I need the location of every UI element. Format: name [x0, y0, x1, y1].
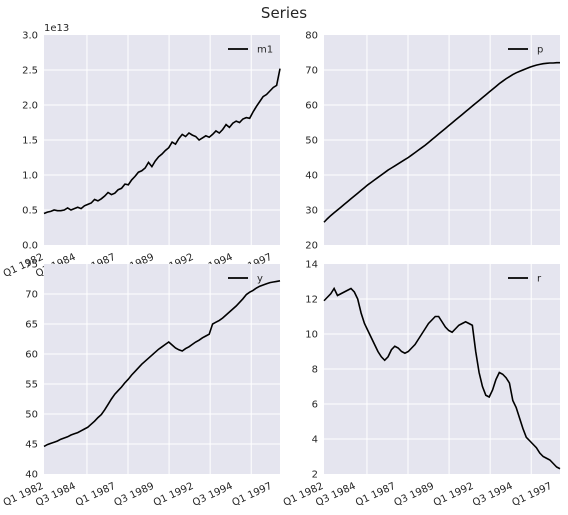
y-tick-label: 6 [312, 400, 318, 411]
y-tick-label: 2.0 [22, 101, 38, 112]
legend-label: m1 [257, 45, 273, 56]
y-tick-label: 60 [305, 101, 318, 112]
x-tick-label: Q3 1989 [112, 481, 156, 509]
x-tick-label: Q1 1997 [510, 481, 554, 509]
x-tick-label: Q3 1994 [191, 481, 235, 509]
y-tick-label: 80 [305, 31, 318, 42]
y-tick-label: 12 [305, 295, 318, 306]
y-tick-label: 40 [25, 470, 38, 481]
series-line-y [43, 280, 281, 448]
y-tick-label: 30 [305, 206, 318, 217]
y-tick-label: 1.0 [22, 171, 38, 182]
y-tick-label: 3.0 [22, 31, 38, 42]
y-offset-label: 1e13 [44, 23, 69, 34]
plot-area [44, 264, 280, 474]
x-tick-label: Q1 1987 [74, 481, 118, 509]
y-tick-label: 14 [305, 260, 318, 271]
y-tick-label: 0.0 [22, 241, 38, 252]
y-tick-label: 1.5 [22, 136, 38, 147]
y-tick-label: 75 [25, 260, 38, 271]
y-tick-label: 50 [25, 410, 38, 421]
y-tick-label: 2.5 [22, 66, 38, 77]
y-tick-label: 4 [312, 435, 318, 446]
y-tick-label: 55 [25, 380, 38, 391]
legend-label: p [537, 45, 543, 56]
series-line-m1 [43, 68, 281, 215]
y-tick-label: 2 [312, 470, 318, 481]
x-tick-label: Q3 1989 [392, 481, 436, 509]
y-tick-label: 60 [25, 350, 38, 361]
y-tick-label: 0.5 [22, 206, 38, 217]
legend-label: y [257, 274, 263, 285]
y-tick-label: 40 [305, 171, 318, 182]
y-tick-label: 65 [25, 320, 38, 331]
y-tick-label: 70 [305, 66, 318, 77]
series-line-p [323, 61, 560, 223]
y-tick-label: 20 [305, 241, 318, 252]
y-tick-label: 8 [312, 365, 318, 376]
x-tick-label: Q1 1987 [354, 481, 398, 509]
series-line-r [323, 286, 561, 470]
figure-title: Series [261, 4, 307, 22]
x-tick-label: Q1 1992 [152, 481, 196, 509]
x-tick-label: Q1 1997 [230, 481, 274, 509]
y-tick-label: 45 [25, 440, 38, 451]
panel-2: 20 30 40 50 60 70 80 p [305, 31, 560, 252]
legend-label: r [537, 274, 542, 285]
y-tick-label: 50 [305, 136, 318, 147]
x-tick-label: Q3 1994 [471, 481, 515, 509]
x-tick-label: Q1 1992 [432, 481, 476, 509]
y-tick-label: 10 [305, 330, 318, 341]
y-tick-label: 70 [25, 290, 38, 301]
